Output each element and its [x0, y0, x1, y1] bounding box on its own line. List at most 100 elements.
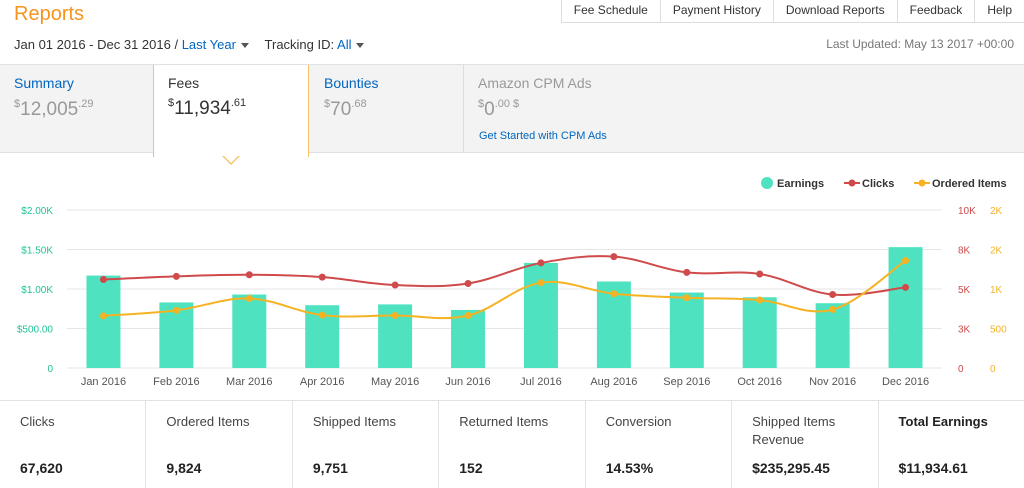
report-tabs: Summary $12,005.29 Fees $11,934.61 Bount…	[0, 64, 1024, 157]
point-clicks	[829, 291, 837, 299]
tab-cpm-label[interactable]: Amazon CPM Ads	[478, 75, 592, 91]
amount-whole: 0	[484, 99, 495, 120]
top-nav: Fee Schedule Payment History Download Re…	[560, 0, 1024, 23]
legend-label-ordered-items: Ordered Items	[932, 178, 1007, 190]
stat-label: Shipped Items	[312, 414, 396, 429]
point-ordered-items	[99, 312, 107, 320]
legend-label-earnings: Earnings	[777, 178, 824, 190]
y-tick-label-ordered: 2K	[990, 206, 1003, 217]
download-reports-button[interactable]: Download Reports	[774, 0, 898, 22]
x-tick-label: Oct 2016	[737, 376, 782, 388]
date-range-text: Jan 01 2016 - Dec 31 2016 /	[14, 37, 179, 52]
page-title: Reports	[14, 3, 85, 25]
stat-shipped-items: Shipped Items 9,751	[293, 401, 440, 488]
tab-summary[interactable]: Summary $12,005.29	[0, 65, 153, 152]
line-ordered-items	[103, 259, 907, 320]
y-tick-label-earnings: $2.00K	[21, 206, 53, 217]
point-clicks	[464, 279, 472, 287]
currency-symbol: $	[478, 98, 485, 110]
last-updated-text: Last Updated: May 13 2017 +00:00	[826, 37, 1014, 51]
point-ordered-items	[391, 311, 399, 319]
bar-earnings	[523, 262, 558, 368]
point-ordered-items	[902, 257, 910, 265]
point-clicks	[318, 273, 326, 281]
tab-fees[interactable]: Fees $11,934.61	[153, 65, 309, 157]
tab-cpm-ads[interactable]: Amazon CPM Ads $0.00 $ Get Started with …	[463, 65, 1024, 152]
legend-label-clicks: Clicks	[862, 178, 894, 190]
bar-earnings	[669, 292, 704, 368]
stat-label: Shipped Items Revenue	[752, 414, 836, 447]
y-tick-label-ordered: 1K	[990, 285, 1003, 296]
y-tick-label-earnings: $1.00K	[21, 285, 53, 296]
bar-earnings	[815, 303, 850, 368]
y-tick-label-earnings: $1.50K	[21, 246, 53, 257]
stat-label: Returned Items	[459, 414, 549, 429]
tracking-id-label: Tracking ID:	[264, 37, 335, 52]
point-clicks	[172, 272, 180, 280]
stat-value: 152	[459, 460, 483, 476]
stat-value: 14.53%	[605, 460, 654, 476]
x-tick-label: Dec 2016	[882, 376, 929, 388]
bar-earnings	[86, 275, 121, 368]
active-tab-pointer-fill	[223, 155, 239, 163]
legend-swatch-clicks	[848, 179, 856, 187]
legend-swatch-earnings	[761, 177, 773, 189]
tracking-id-dropdown[interactable]: All	[337, 37, 352, 52]
tab-bounties-amount: $70.68	[324, 98, 367, 121]
stat-value: $235,295.45	[752, 460, 830, 476]
point-ordered-items	[464, 311, 472, 319]
currency-symbol: $	[168, 97, 175, 109]
tab-bounties[interactable]: Bounties $70.68	[310, 65, 463, 152]
point-ordered-items	[829, 306, 837, 314]
point-clicks	[245, 271, 253, 279]
amount-cents: .00 $	[494, 98, 520, 110]
stat-value: 67,620	[20, 460, 63, 476]
bar-earnings	[232, 294, 267, 368]
point-ordered-items	[172, 306, 180, 314]
tab-cpm-amount: $0.00 $	[478, 98, 520, 121]
x-tick-label: Jun 2016	[445, 376, 490, 388]
tab-bounties-label[interactable]: Bounties	[324, 75, 379, 91]
stat-ordered-items: Ordered Items 9,824	[146, 401, 293, 488]
point-clicks	[683, 268, 691, 276]
bar-earnings	[451, 309, 486, 368]
period-dropdown[interactable]: Last Year	[181, 37, 236, 52]
payment-history-button[interactable]: Payment History	[661, 0, 774, 22]
stats-bar: Clicks 67,620 Ordered Items 9,824 Shippe…	[0, 400, 1024, 488]
help-button[interactable]: Help	[987, 3, 1012, 17]
y-tick-label-earnings: $500.00	[17, 325, 54, 336]
x-tick-label: Nov 2016	[809, 376, 856, 388]
x-tick-label: Mar 2016	[226, 376, 272, 388]
tab-fees-label[interactable]: Fees	[168, 75, 200, 91]
y-tick-label-ordered: 0	[990, 364, 996, 375]
stat-value: 9,751	[312, 460, 348, 476]
x-tick-label: Sep 2016	[663, 376, 710, 388]
x-tick-label: Aug 2016	[590, 376, 637, 388]
amount-whole: 12,005	[20, 99, 79, 120]
point-ordered-items	[683, 294, 691, 302]
y-tick-label-earnings: 0	[47, 364, 53, 375]
tab-summary-amount: $12,005.29	[14, 98, 94, 121]
point-clicks	[902, 283, 910, 291]
point-ordered-items	[245, 294, 253, 302]
stat-value: 9,824	[166, 460, 202, 476]
legend-swatch-ordered-items	[918, 179, 926, 187]
cpm-get-started-link[interactable]: Get Started with CPM Ads	[479, 130, 607, 142]
point-clicks	[99, 276, 107, 284]
bar-earnings	[742, 297, 777, 368]
x-tick-label: Jul 2016	[520, 376, 562, 388]
period-chevron-down-icon[interactable]	[240, 43, 249, 49]
point-ordered-items	[610, 290, 618, 298]
stat-label: Clicks	[20, 414, 55, 429]
tab-summary-label[interactable]: Summary	[14, 75, 74, 91]
amount-whole: 70	[330, 99, 352, 120]
stat-label: Ordered Items	[166, 414, 250, 429]
stat-returned-items: Returned Items 152	[439, 401, 586, 488]
tab-fees-amount: $11,934.61	[168, 97, 247, 120]
line-clicks	[103, 255, 906, 296]
feedback-button[interactable]: Feedback	[898, 0, 976, 22]
filter-bar: Jan 01 2016 - Dec 31 2016 / Last Year Tr…	[14, 37, 370, 52]
fee-schedule-button[interactable]: Fee Schedule	[562, 0, 661, 22]
amount-cents: .61	[230, 97, 247, 109]
tracking-chevron-down-icon[interactable]	[356, 43, 365, 49]
